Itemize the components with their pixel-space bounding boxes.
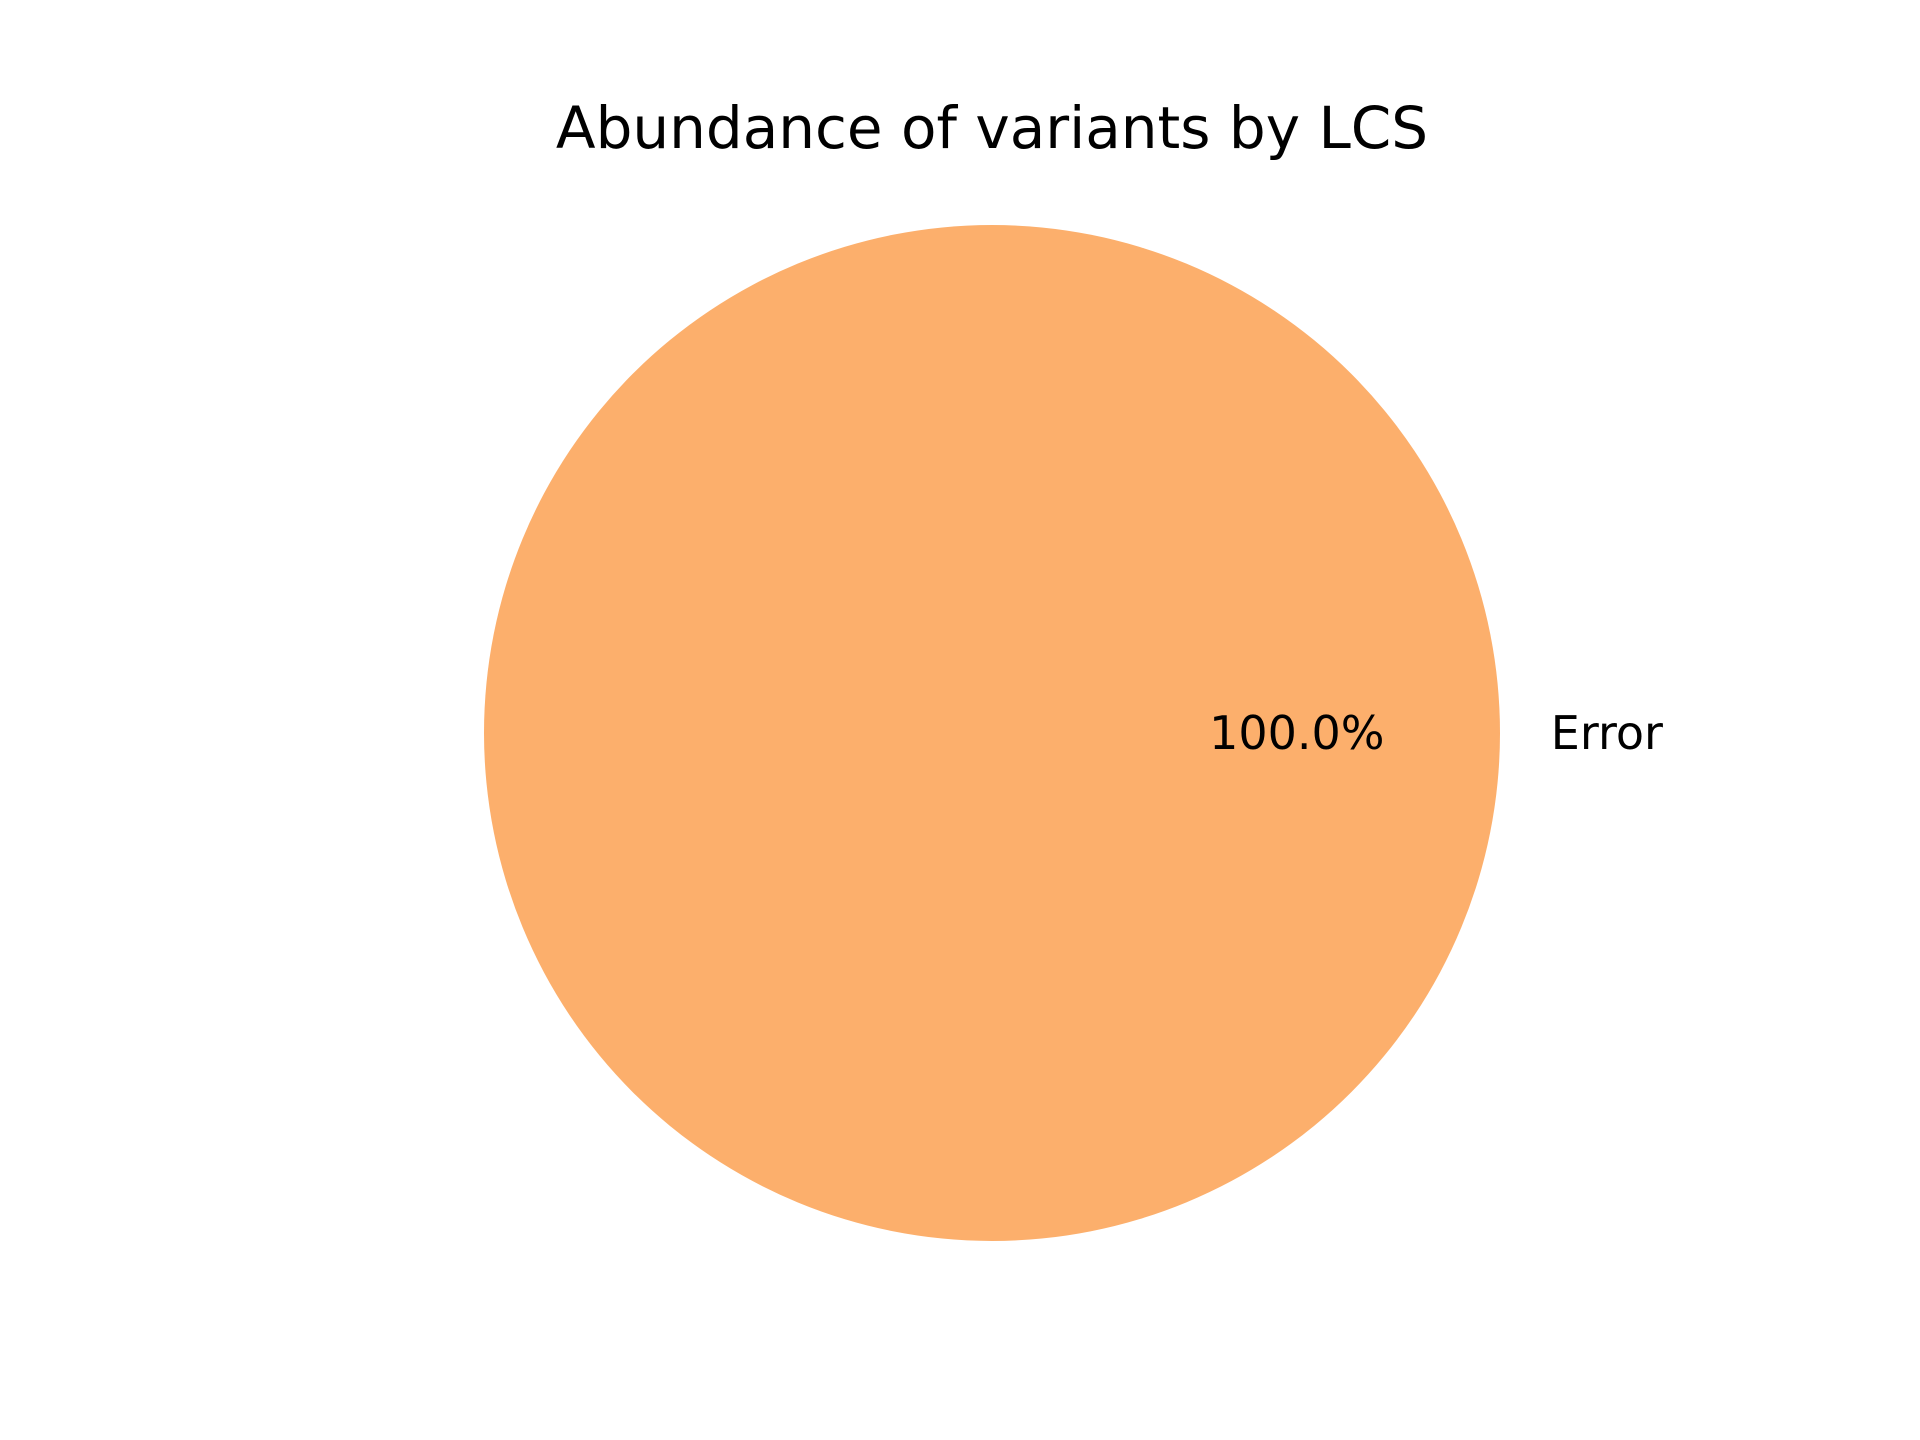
slice-percent-label: 100.0%: [1209, 706, 1384, 760]
pie-slice: [484, 225, 1500, 1241]
pie-slices: [484, 225, 1500, 1241]
slice-label: Error: [1551, 706, 1663, 760]
pie-labels: Error 100.0%: [1209, 706, 1663, 760]
chart-title: Abundance of variants by LCS: [556, 94, 1428, 162]
